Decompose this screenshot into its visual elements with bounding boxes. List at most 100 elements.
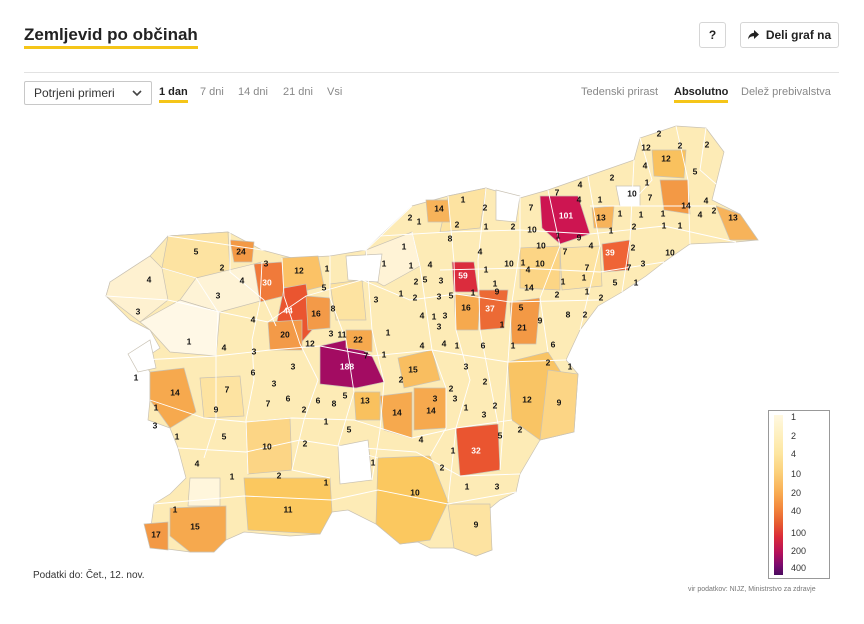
- tab-7-dni[interactable]: 7 dni: [200, 86, 224, 98]
- municipality-value: 5: [449, 290, 454, 300]
- municipality-value: 7: [266, 398, 271, 408]
- municipality-value: 9: [557, 397, 562, 407]
- metric-select-value: Potrjeni primeri: [34, 86, 115, 100]
- municipality-value: 1: [484, 264, 489, 274]
- municipality-value: 1: [134, 372, 139, 382]
- municipality-value: 2: [449, 383, 454, 393]
- help-button[interactable]: ?: [699, 22, 726, 48]
- municipality-value: 1: [461, 194, 466, 204]
- municipality-value: 3: [329, 328, 334, 338]
- metric-select[interactable]: Potrjeni primeri: [24, 81, 152, 105]
- municipality-value: 2: [546, 357, 551, 367]
- municipality-value: 1: [417, 216, 422, 226]
- municipality-value: 10: [535, 258, 545, 268]
- data-source: vir podatkov: NIJZ, Ministrstvo za zdrav…: [688, 586, 816, 593]
- municipality-value: 4: [578, 179, 583, 189]
- municipality-value: 1: [471, 287, 476, 297]
- municipality-value: 4: [526, 264, 531, 274]
- municipality-value: 2: [657, 128, 662, 138]
- municipality-value: 12: [305, 338, 315, 348]
- municipality-value: 1: [230, 471, 235, 481]
- municipality-value: 8: [566, 309, 571, 319]
- municipality-value: 2: [631, 242, 636, 252]
- municipality-value: 1: [451, 445, 456, 455]
- tab-delez-prebivalstva[interactable]: Delež prebivalstva: [741, 86, 831, 98]
- municipality-value: 4: [240, 275, 245, 285]
- tab-21-dni[interactable]: 21 dni: [283, 86, 313, 98]
- municipality-value: 1: [175, 431, 180, 441]
- municipality-value: 3: [136, 306, 141, 316]
- municipality-value: 1: [382, 349, 387, 359]
- municipality-value: 1: [154, 402, 159, 412]
- municipality-value: 4: [589, 240, 594, 250]
- municipality-value: 5: [423, 274, 428, 284]
- municipality-value: 6: [286, 393, 291, 403]
- municipality-value: 2: [408, 212, 413, 222]
- municipality-value: 1: [521, 257, 526, 267]
- municipality-value: 1: [493, 278, 498, 288]
- municipality-value: 1: [618, 208, 623, 218]
- municipality-value: 2: [414, 276, 419, 286]
- municipality-value: 4: [442, 338, 447, 348]
- legend-tick: 40: [791, 506, 802, 516]
- municipality-value: 2: [440, 462, 445, 472]
- municipality-value: 1: [324, 416, 329, 426]
- tab-vsi[interactable]: Vsi: [327, 86, 343, 98]
- municipality-value: 2: [483, 376, 488, 386]
- municipality-value: 1: [639, 209, 644, 219]
- tab-1-dan[interactable]: 1 dan: [159, 86, 188, 103]
- legend-tick: 2: [791, 431, 797, 441]
- municipality-value: 11: [284, 504, 293, 514]
- municipality-value: 4: [698, 209, 703, 219]
- share-button[interactable]: Deli graf na: [740, 22, 839, 48]
- municipality-value: 22: [353, 334, 363, 344]
- municipality-value: 4: [577, 194, 582, 204]
- municipality-value: 1: [500, 319, 505, 329]
- municipality-value: 16: [311, 308, 321, 318]
- municipality-value: 1: [382, 258, 387, 268]
- municipality-value: 1: [561, 276, 566, 286]
- municipality-value: 6: [251, 367, 256, 377]
- tab-absolutno[interactable]: Absolutno: [674, 86, 729, 103]
- municipality-value: 1: [585, 286, 590, 296]
- municipality-value: 3: [443, 310, 448, 320]
- municipality-value: 2: [220, 262, 225, 272]
- municipality-value: 4: [478, 246, 483, 256]
- municipality-value: 2: [483, 202, 488, 212]
- municipality-value: 16: [461, 302, 471, 312]
- municipality-value: 4: [643, 160, 648, 170]
- municipality-value: 4: [420, 340, 425, 350]
- municipality-value: 9: [495, 286, 500, 296]
- municipality-value: 3: [453, 393, 458, 403]
- municipality-value: 7: [648, 192, 653, 202]
- municipality-value: 5: [519, 302, 524, 312]
- municipality-value: 3: [641, 258, 646, 268]
- municipality-value: 2: [610, 172, 615, 182]
- municipality-value: 12: [661, 153, 671, 163]
- legend-tick: 200: [791, 546, 807, 556]
- municipality-value: 1: [455, 340, 460, 350]
- tab-tedenski-prirast[interactable]: Tedenski prirast: [581, 86, 659, 98]
- legend-color-bar: [774, 415, 783, 575]
- municipality-value: 1: [511, 340, 516, 350]
- municipality-value: 1: [678, 220, 683, 230]
- municipality-value: 5: [343, 390, 348, 400]
- tab-14-dni[interactable]: 14 dni: [238, 86, 268, 98]
- municipality-value: 7: [563, 246, 568, 256]
- municipality-value: 2: [277, 470, 282, 480]
- municipality-value: 1: [598, 194, 603, 204]
- municipality-value: 3: [264, 258, 269, 268]
- municipality-value: 2: [493, 400, 498, 410]
- municipality-value: 1: [465, 481, 470, 491]
- municipality-value: 2: [583, 309, 588, 319]
- municipality-value: 1: [399, 288, 404, 298]
- municipality-value: 15: [408, 364, 418, 374]
- municipality-value: 7: [627, 262, 632, 272]
- municipality-value: 6: [481, 340, 486, 350]
- municipality-value: 14: [170, 387, 180, 397]
- municipality-value: 3: [291, 361, 296, 371]
- municipality-value: 20: [280, 329, 290, 339]
- municipality-value: 2: [678, 140, 683, 150]
- municipality-value: 9: [577, 232, 582, 242]
